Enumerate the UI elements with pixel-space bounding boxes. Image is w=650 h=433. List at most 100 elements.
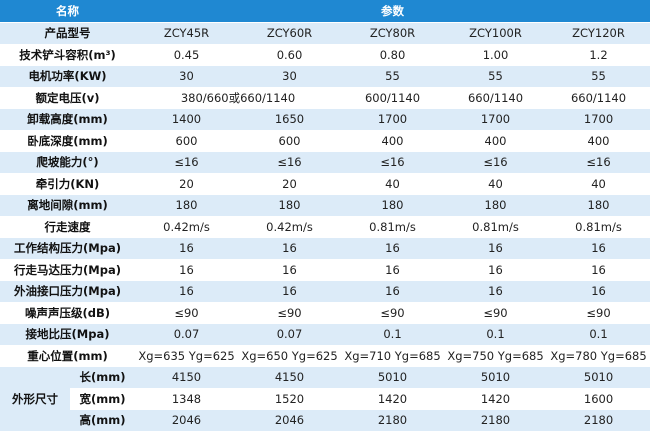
row-label: 卸载高度(mm) xyxy=(0,108,135,131)
value-cell: 400 xyxy=(341,130,444,152)
row: 离地间隙(mm) 180 180 180 180 180 xyxy=(0,194,650,217)
value-cell: 4500 xyxy=(135,431,238,433)
value-cell: ≤16 xyxy=(238,151,341,174)
value-cell: 0.07 xyxy=(135,323,238,346)
row: 外形尺寸 长(mm) 4150 4150 5010 5010 5010 xyxy=(0,366,650,432)
row-label: 行走速度 xyxy=(0,216,135,238)
value-cell: 1520 xyxy=(238,388,341,410)
row-label: 长(mm) xyxy=(70,366,135,389)
row: 产品型号 ZCY45R ZCY60R ZCY80R ZCY100R ZCY120R xyxy=(0,22,650,45)
value-cell: 55 xyxy=(444,65,547,88)
value-cell: 0.81m/s xyxy=(444,216,547,238)
header-cell: 参数 xyxy=(135,0,650,23)
value-cell: Xg=635 Yg=625 xyxy=(135,345,238,367)
value-cell: 1.2 xyxy=(547,44,650,66)
value-cell: Xg=780 Yg=685 xyxy=(547,345,650,367)
value-cell: 660/1140 xyxy=(444,87,547,109)
row-label: 卧底深度(mm) xyxy=(0,130,135,152)
row-label: 行走马达压力(Mpa) xyxy=(0,259,135,281)
value-cell: 30 xyxy=(135,65,238,88)
value-cell: ≤16 xyxy=(547,151,650,174)
value-cell: 180 xyxy=(547,194,650,217)
row: 爬坡能力(°) ≤16 ≤16 ≤16 ≤16 ≤16 xyxy=(0,151,650,174)
value-cell: ZCY80R xyxy=(341,22,444,45)
value-cell: 2180 xyxy=(547,409,650,432)
value-cell: 8700 xyxy=(444,431,547,433)
value-cell: Xg=650 Yg=625 xyxy=(238,345,341,367)
row: 高(mm) 2046 2046 2180 2180 2180 xyxy=(0,409,650,432)
row-label: 爬坡能力(°) xyxy=(0,151,135,174)
row: 重心位置(mm) Xg=635 Yg=625 Xg=650 Yg=625 Xg=710… xyxy=(0,345,650,367)
value-cell: Xg=710 Yg=685 xyxy=(341,345,444,367)
value-cell: 1700 xyxy=(444,108,547,131)
value-cell: 2046 xyxy=(238,409,341,432)
value-cell: ≤90 xyxy=(135,302,238,324)
value-cell: 16 xyxy=(444,237,547,260)
value-cell: 180 xyxy=(135,194,238,217)
row: 卧底深度(mm) 600 600 400 400 400 xyxy=(0,130,650,152)
value-cell: 16 xyxy=(444,259,547,281)
row-label: 宽(mm) xyxy=(70,388,135,410)
value-cell: 16 xyxy=(238,280,341,303)
value-cell: ZCY60R xyxy=(238,22,341,45)
row: 额定电压(v) 380/660或660/1140 600/1140 660/1140 6… xyxy=(0,87,650,109)
value-cell: 30 xyxy=(238,65,341,88)
value-cell: 600 xyxy=(238,130,341,152)
row: 设备总重(kg)45004650850087008900 xyxy=(0,431,650,433)
value-cell: 5010 xyxy=(547,366,650,389)
row-label: 技术铲斗容积(m³) xyxy=(0,44,135,66)
value-cell: 180 xyxy=(444,194,547,217)
header-cell: 名称 xyxy=(0,0,135,23)
value-cell: 600 xyxy=(135,130,238,152)
value-cell: 20 xyxy=(135,173,238,195)
row: 接地比压(Mpa) 0.07 0.07 0.1 0.1 0.1 xyxy=(0,323,650,346)
value-cell: 0.1 xyxy=(341,323,444,346)
value-cell: 16 xyxy=(547,237,650,260)
value-cell: 16 xyxy=(135,237,238,260)
value-cell: 16 xyxy=(238,259,341,281)
value-cell: 0.42m/s xyxy=(135,216,238,238)
value-cell: 2046 xyxy=(135,409,238,432)
value-cell: 8900 xyxy=(547,431,650,433)
value-cell: 16 xyxy=(341,280,444,303)
row: 噪声声压级(dB) ≤90 ≤90 ≤90 ≤90 ≤90 xyxy=(0,302,650,324)
value-cell: 2180 xyxy=(444,409,547,432)
value-cell: 0.1 xyxy=(547,323,650,346)
value-cell: 20 xyxy=(238,173,341,195)
value-cell: 1.00 xyxy=(444,44,547,66)
row-label: 噪声声压级(dB) xyxy=(0,302,135,324)
value-cell: ≤90 xyxy=(341,302,444,324)
value-cell: 0.42m/s xyxy=(238,216,341,238)
row-label: 设备总重(kg) xyxy=(0,431,135,433)
value-cell: ≤16 xyxy=(341,151,444,174)
value-cell: 4650 xyxy=(238,431,341,433)
value-cell: 40 xyxy=(547,173,650,195)
value-cell: 1700 xyxy=(547,108,650,131)
value-cell: 0.80 xyxy=(341,44,444,66)
value-cell: Xg=750 Yg=685 xyxy=(444,345,547,367)
value-cell: ≤90 xyxy=(547,302,650,324)
value-cell: 1650 xyxy=(238,108,341,131)
value-cell: 4150 xyxy=(135,366,238,389)
row-label: 接地比压(Mpa) xyxy=(0,323,135,346)
value-cell: 16 xyxy=(547,280,650,303)
value-cell: 40 xyxy=(444,173,547,195)
row-label: 外油接口压力(Mpa) xyxy=(0,280,135,303)
value-cell: ≤90 xyxy=(238,302,341,324)
row: 宽(mm) 1348 1520 1420 1420 1600 xyxy=(0,388,650,410)
value-cell: 380/660或660/1140 xyxy=(135,87,341,109)
value-cell: 0.07 xyxy=(238,323,341,346)
row: 牵引力(KN) 20 20 40 40 40 xyxy=(0,173,650,195)
value-cell: 16 xyxy=(444,280,547,303)
value-cell: ZCY120R xyxy=(547,22,650,45)
value-cell: 40 xyxy=(341,173,444,195)
value-cell: 55 xyxy=(547,65,650,88)
value-cell: ≤16 xyxy=(444,151,547,174)
row: 行走马达压力(Mpa) 16 16 16 16 16 xyxy=(0,259,650,281)
row: 技术铲斗容积(m³) 0.45 0.60 0.80 1.00 1.2 xyxy=(0,44,650,66)
value-cell: 600/1140 xyxy=(341,87,444,109)
value-cell: 55 xyxy=(341,65,444,88)
value-cell: 16 xyxy=(547,259,650,281)
